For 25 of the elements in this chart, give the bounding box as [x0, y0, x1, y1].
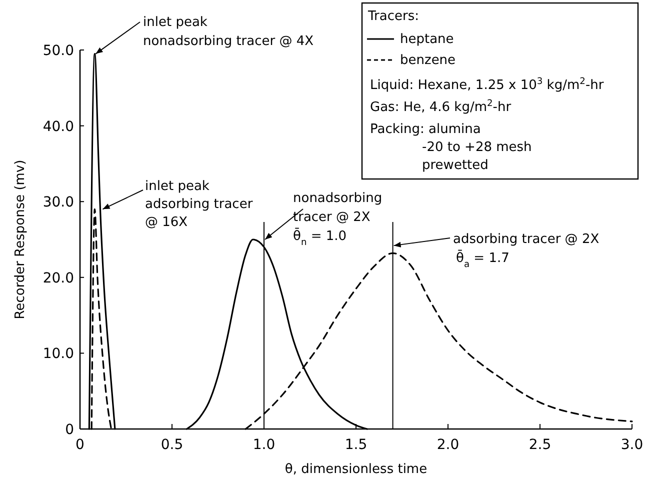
x-axis-title: θ, dimensionless time	[284, 462, 428, 477]
y-tick-label: 30.0	[42, 194, 74, 211]
legend-label: benzene	[400, 53, 456, 68]
y-tick-label: 50.0	[42, 43, 74, 59]
legend-label: heptane	[400, 32, 454, 47]
x-tick-label: 1.0	[252, 437, 276, 453]
annotation: adsorbing tracer @ 2X θ̄$_{a}$ = 1.7	[453, 232, 600, 270]
y-tick-label: 20.0	[42, 270, 74, 286]
x-tick-label: 1.5	[344, 437, 368, 453]
x-tick-label: 0	[76, 437, 84, 453]
y-tick-label: 40.0	[42, 118, 74, 135]
annotation: inlet peak adsorbing tracer @ 16X	[145, 179, 254, 230]
y-axis-title: Recorder Response (mv)	[13, 160, 28, 320]
annotation: Liquid: Hexane, 1.25 x 10$^{3}$ kg/m$^{2}$-hr	[370, 77, 604, 93]
annotation: Packing: alumina -20 to +28 mesh prewetted	[370, 122, 532, 173]
legend-title: Tracers:	[367, 9, 419, 24]
annotation: inlet peak nonadsorbing tracer @ 4X	[143, 15, 314, 49]
x-tick-label: 2.0	[436, 437, 460, 453]
annotation: nonadsorbing tracer @ 2X θ̄$_{n}$ = 1.0	[293, 191, 382, 248]
y-tick-label: 10.0	[42, 346, 74, 362]
x-tick-label: 2.5	[528, 437, 552, 453]
x-tick-label: 3.0	[620, 437, 644, 453]
x-tick-label: 0.5	[160, 437, 184, 453]
annotation: Gas: He, 4.6 kg/m$^{2}$-hr	[370, 99, 512, 115]
y-tick-label: 0	[65, 422, 74, 438]
